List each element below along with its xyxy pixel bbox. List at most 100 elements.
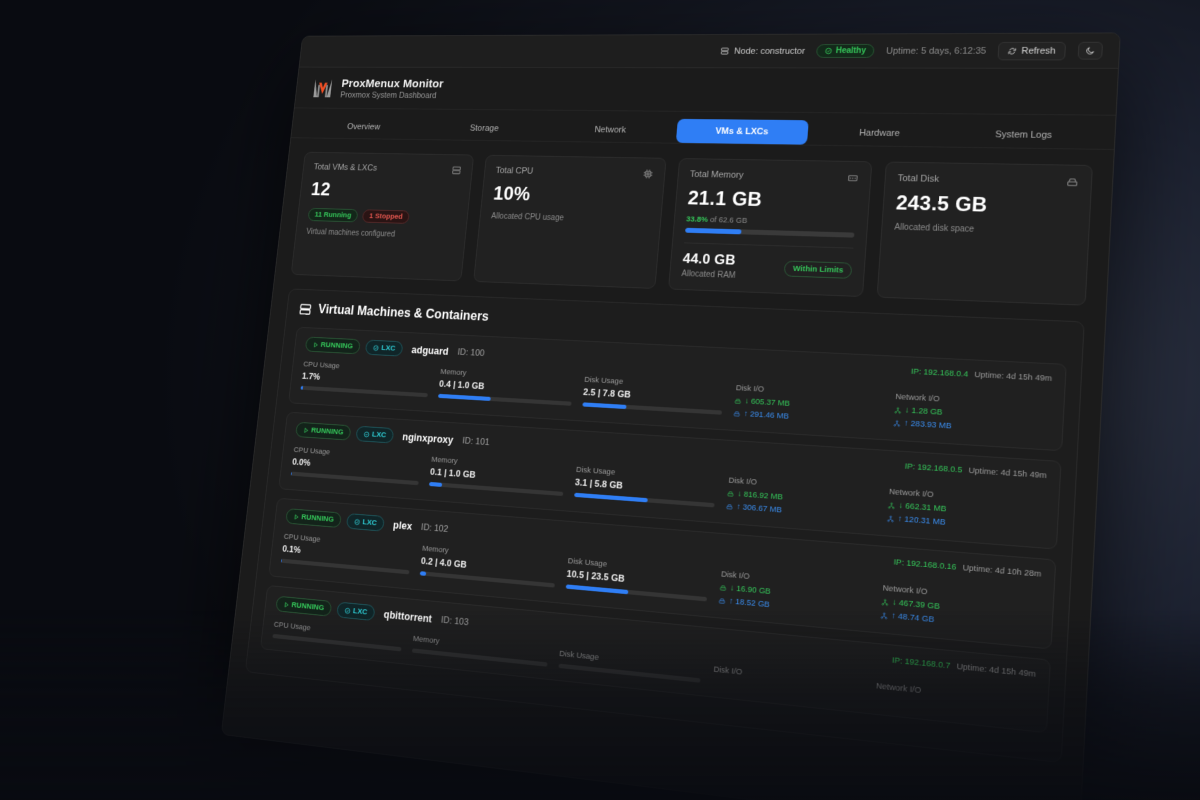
status-badge-label: Healthy <box>835 46 867 56</box>
theme-toggle-button[interactable] <box>1077 41 1103 60</box>
vm-cpu-cell: CPU Usage <box>272 620 403 652</box>
vm-net-io-cell: Network I/O ↓ 662.31 MB ↑ 120.31 MB <box>887 487 1046 535</box>
vm-uptime: Uptime: 4d 15h 49m <box>956 661 1037 680</box>
app-subtitle: Proxmox System Dashboard <box>339 90 437 101</box>
vm-ip: IP: 192.168.0.4 <box>910 366 969 380</box>
server-stack-icon <box>451 165 462 175</box>
vm-cpu-cell: CPU Usage 0.1% <box>280 532 412 575</box>
play-icon <box>283 601 290 608</box>
vm-uptime: Uptime: 4d 10h 28m <box>962 563 1042 580</box>
uptime-label: Uptime: 5 days, 6:12:35 <box>885 45 987 56</box>
pill-stopped: 1 Stopped <box>362 209 410 224</box>
card-total-disk-label: Total Disk <box>897 173 940 185</box>
check-circle-icon <box>373 344 380 351</box>
memory-stick-icon <box>847 173 859 184</box>
card-total-disk: Total Disk 243.5 GB Allocated disk space <box>876 161 1093 306</box>
vm-rows-container: RUNNING LXC adguard ID: 100 IP: 192.168.0.4 U… <box>260 326 1067 734</box>
vm-disk-io-cell: Disk I/O ↓ 605.37 MB ↑ 291.46 MB <box>733 383 883 426</box>
vm-name: adguard <box>411 343 450 357</box>
check-circle-icon <box>825 47 833 54</box>
card-total-vms-label: Total VMs & LXCs <box>313 162 378 173</box>
card-total-cpu-label: Total CPU <box>495 165 534 177</box>
tab-hardware[interactable]: Hardware <box>858 128 901 139</box>
top-bar: Node: constructor Healthy Uptime: 5 days… <box>299 33 1120 69</box>
card-total-cpu-sub: Allocated CPU usage <box>490 212 565 223</box>
card-total-disk-value: 243.5 GB <box>895 191 988 217</box>
pill-running: 11 Running <box>307 207 359 223</box>
vm-memory-cell: Memory 0.2 | 4.0 GB <box>419 544 558 588</box>
play-icon <box>303 427 309 434</box>
vm-memory-bar <box>437 393 572 406</box>
vm-status-badge: RUNNING <box>295 421 352 441</box>
card-total-disk-sub: Allocated disk space <box>894 222 975 235</box>
vm-status-badge: RUNNING <box>285 508 343 528</box>
card-total-vms-sub: Virtual machines configured <box>305 227 396 239</box>
vm-disk-cell: Disk Usage <box>558 649 702 683</box>
check-circle-icon <box>364 431 371 438</box>
hard-drive-icon <box>735 397 742 404</box>
vm-section-title: Virtual Machines & Containers <box>317 302 490 324</box>
network-icon <box>881 611 889 619</box>
hard-drive-icon <box>734 410 741 417</box>
network-icon <box>894 406 901 413</box>
vm-memory-cell: Memory 0.1 | 1.0 GB <box>428 455 566 497</box>
tab-system-logs[interactable]: System Logs <box>994 129 1053 141</box>
cpu-chip-icon <box>642 169 653 180</box>
check-circle-icon <box>354 518 361 525</box>
vm-net-io-label: Network I/O <box>875 681 922 696</box>
vm-type-badge: LXC <box>336 601 376 621</box>
memory-of: of 62.6 GB <box>709 215 748 226</box>
node-indicator: Node: constructor <box>720 46 805 56</box>
network-icon <box>887 515 895 523</box>
vm-ip: IP: 192.168.0.5 <box>904 461 963 476</box>
card-total-memory-label: Total Memory <box>689 169 744 181</box>
vm-id: ID: 103 <box>440 614 470 628</box>
tab-storage[interactable]: Storage <box>469 123 500 134</box>
vm-id: ID: 100 <box>457 347 485 359</box>
vm-id: ID: 101 <box>461 435 491 448</box>
vm-disk-io-cell: Disk I/O ↓ 816.92 MB ↑ 306.67 MB <box>726 476 877 522</box>
vm-cpu-cell: CPU Usage 0.0% <box>290 446 422 486</box>
network-icon <box>893 419 900 426</box>
memory-pct-line: 33.8% of 62.6 GB <box>686 215 856 229</box>
play-icon <box>313 341 319 348</box>
moon-icon <box>1085 46 1095 55</box>
node-label: Node: constructor <box>733 46 806 56</box>
vm-type-badge: LXC <box>365 339 404 357</box>
divider <box>684 242 854 249</box>
vm-disk-cell: Disk Usage 10.5 | 23.5 GB <box>565 556 709 602</box>
card-total-memory: Total Memory 21.1 GB 33.8% of 62.6 GB <box>668 158 873 297</box>
vm-ip: IP: 192.168.0.16 <box>893 557 957 573</box>
tab-vms-lxcs[interactable]: VMs & LXCs <box>675 118 810 145</box>
vm-status-badge: RUNNING <box>275 595 333 617</box>
vm-ip: IP: 192.168.0.7 <box>891 655 951 672</box>
vm-type-badge: LXC <box>346 513 386 532</box>
hard-drive-icon <box>727 490 734 497</box>
allocated-ram-label: Allocated RAM <box>681 269 736 281</box>
vm-status-badge: RUNNING <box>304 336 361 355</box>
refresh-button[interactable]: Refresh <box>997 41 1067 60</box>
server-stack-icon <box>298 302 312 316</box>
vm-id: ID: 102 <box>420 522 449 535</box>
vm-net-io-cell: Network I/O ↓ 1.28 GB ↑ 283.93 MB <box>893 392 1051 437</box>
server-icon <box>720 47 730 56</box>
vm-cpu-bar <box>300 385 428 398</box>
vm-cpu-cell: CPU Usage 1.7% <box>300 360 431 398</box>
vm-uptime: Uptime: 4d 15h 49m <box>974 370 1053 384</box>
tab-overview[interactable]: Overview <box>346 122 381 132</box>
vm-net-io-cell: Network I/O ↓ 467.39 GB ↑ 48.74 GB <box>880 583 1040 634</box>
dashboard-window: Node: constructor Healthy Uptime: 5 days… <box>220 32 1121 800</box>
vm-net-io-cell: Network I/O <box>876 681 1035 707</box>
vm-name: plex <box>392 518 413 532</box>
tab-network[interactable]: Network <box>594 125 627 135</box>
vm-memory-cell: Memory 0.4 | 1.0 GB <box>437 367 574 406</box>
vm-disk-io-cell: Disk I/O ↓ 16.90 GB ↑ 18.52 GB <box>719 570 871 619</box>
network-icon <box>881 598 889 606</box>
vm-disk-cell: Disk Usage 3.1 | 5.8 GB <box>573 465 717 508</box>
network-icon <box>888 501 896 509</box>
card-total-cpu: Total CPU 10% Allocated CPU usage <box>473 154 667 289</box>
within-limits-badge: Within Limits <box>783 260 853 279</box>
card-total-memory-value: 21.1 GB <box>687 187 763 212</box>
status-badge: Healthy <box>816 44 875 58</box>
